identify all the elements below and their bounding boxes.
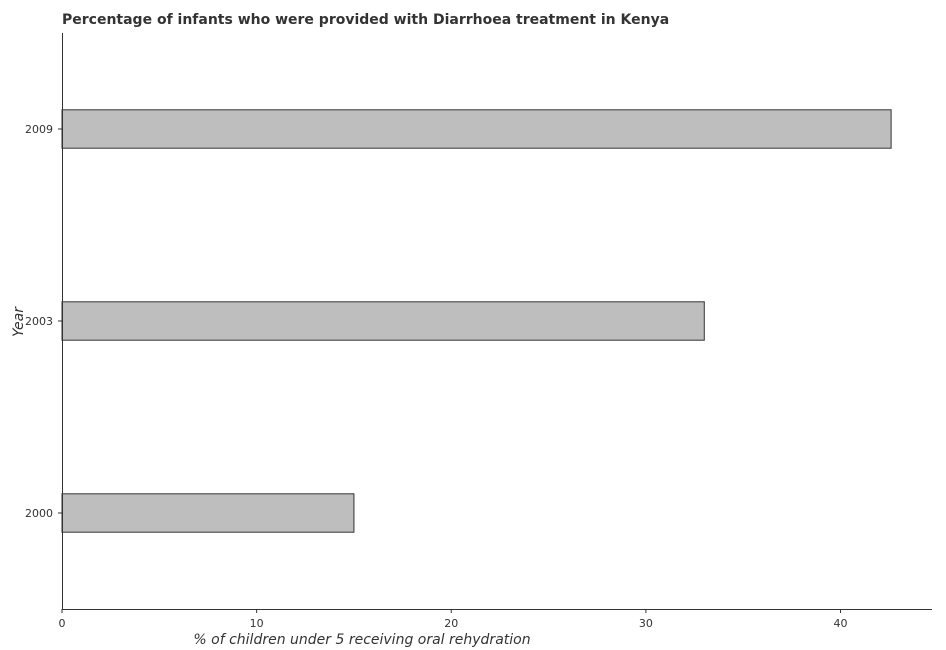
x-axis-ticks: 0 10 20 30 40 (59, 609, 848, 630)
x-tick-label-10: 10 (250, 617, 264, 630)
bar-2000 (61, 493, 355, 533)
bar-2003 (61, 301, 705, 341)
chart-title: Percentage of infants who were provided … (62, 12, 669, 28)
x-tick-label-30: 30 (639, 617, 653, 630)
x-axis-label: % of children under 5 receiving oral reh… (193, 632, 530, 648)
y-tick-label-2003: 2003 (25, 315, 53, 328)
x-tick-label-20: 20 (444, 617, 458, 630)
y-tick-label-2000: 2000 (25, 507, 53, 520)
bars-group (61, 109, 892, 533)
y-axis-label: Year (11, 306, 27, 337)
y-tick-label-2009: 2009 (25, 123, 53, 136)
bar-2009 (61, 109, 892, 149)
y-axis-ticks: 2000 2003 2009 (25, 123, 62, 520)
x-tick-label-0: 0 (59, 617, 66, 630)
x-tick-label-40: 40 (834, 617, 848, 630)
